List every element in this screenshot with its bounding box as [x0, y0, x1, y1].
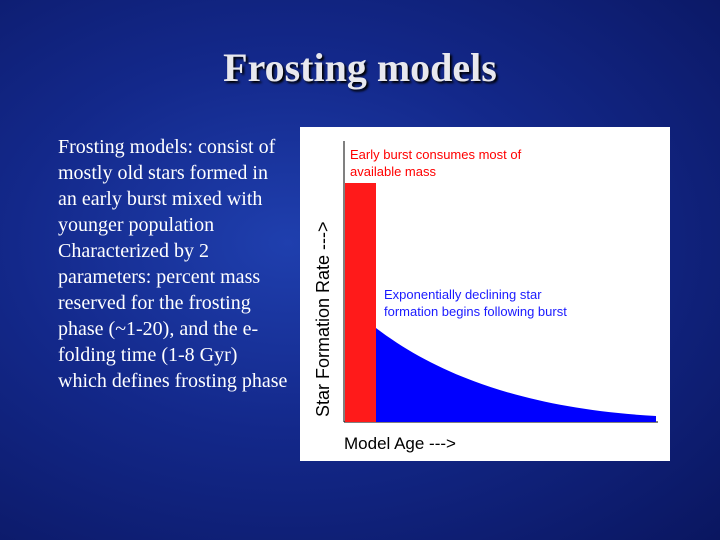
early-burst-bar — [345, 183, 376, 422]
slide-title: Frosting models — [223, 45, 497, 90]
x-axis-label: Model Age ---> — [344, 434, 456, 453]
exponential-decline-area — [376, 328, 656, 422]
diagram-canvas: Star Formation Rate ---> Model Age ---> … — [313, 141, 658, 453]
bullet-parameters: Characterized by 2 parameters: percent m… — [58, 240, 288, 392]
decline-annotation-line2: formation begins following burst — [384, 304, 567, 319]
bullet-frosting-definition: Frosting models: consist of mostly old s… — [58, 136, 276, 236]
y-axis-label: Star Formation Rate ---> — [313, 221, 333, 417]
decline-annotation-line1: Exponentially declining star — [384, 287, 542, 302]
bullet-list: Frosting models: consist of mostly old s… — [58, 134, 288, 394]
burst-annotation-line2: available mass — [350, 164, 436, 179]
frosting-model-diagram: Star Formation Rate ---> Model Age ---> … — [300, 127, 670, 461]
burst-annotation-line1: Early burst consumes most of — [350, 147, 522, 162]
